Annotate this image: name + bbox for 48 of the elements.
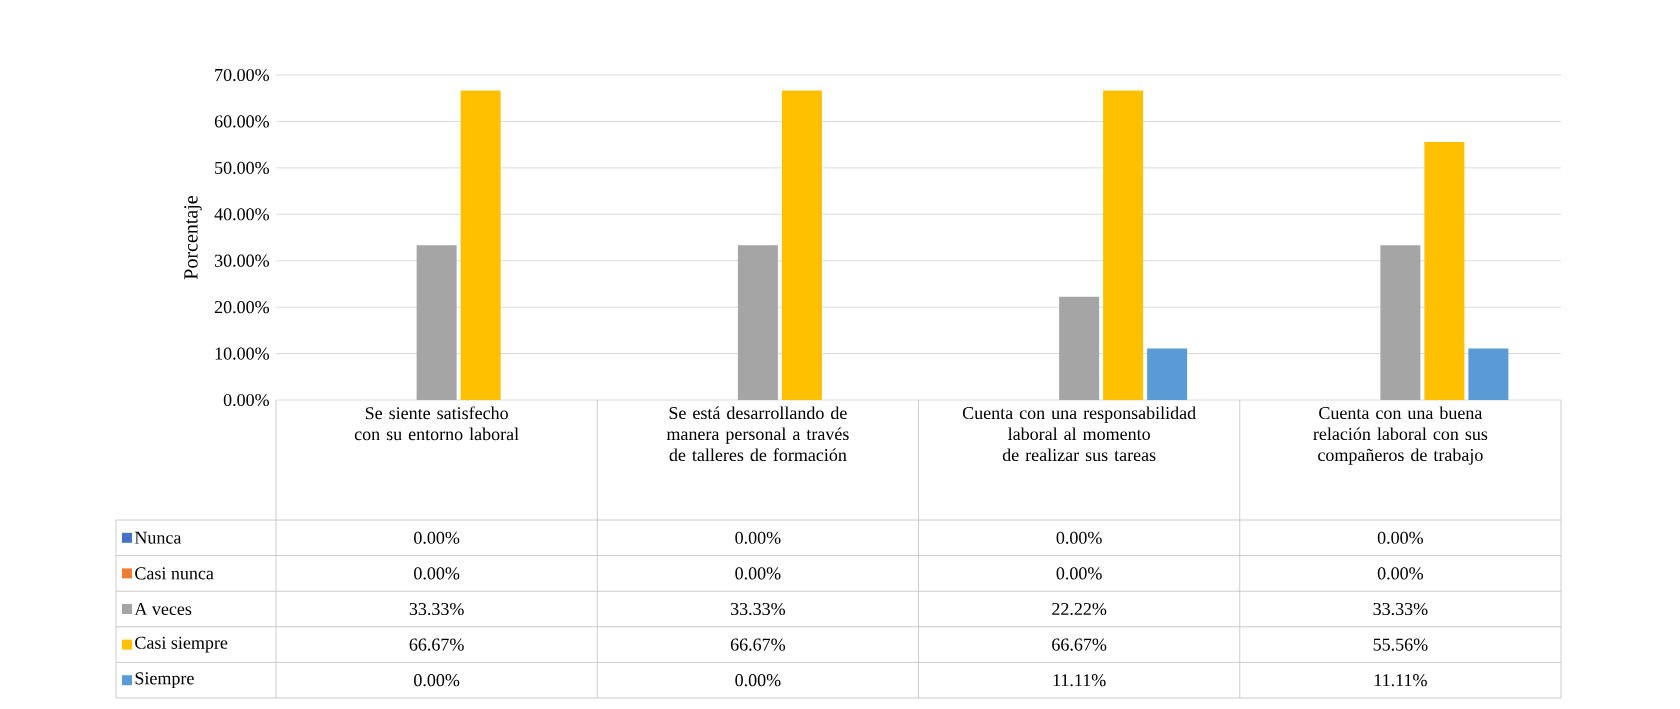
y-tick-label: 50.00% — [215, 161, 270, 174]
legend-label: Casi siempre — [135, 636, 228, 653]
data-label: 0.00% — [414, 531, 460, 544]
data-label: 66.67% — [1052, 638, 1107, 651]
data-label: 0.00% — [735, 531, 781, 544]
data-label: 0.00% — [735, 567, 781, 580]
y-tick-label: 60.00% — [214, 115, 270, 128]
data-label: 11.11% — [1374, 674, 1427, 687]
data-label: 22.22% — [1052, 602, 1107, 616]
y-axis-title: Porcentaje — [184, 195, 202, 280]
data-label: 55.56% — [1373, 638, 1428, 651]
data-label: 0.00% — [1056, 531, 1102, 544]
bar — [1147, 348, 1188, 401]
bar — [1468, 348, 1509, 401]
data-label: 0.00% — [1377, 567, 1424, 580]
legend-label: A veces — [134, 602, 192, 616]
data-label: 11.11% — [1053, 674, 1106, 687]
x-tick-label: Se siente satisfecho con su entorno laboral — [354, 406, 519, 441]
bar — [737, 245, 778, 401]
data-label: 33.33% — [409, 602, 464, 616]
data-label: 0.00% — [1056, 567, 1102, 580]
bar — [1424, 142, 1465, 401]
x-tick-label: Cuenta con una responsabilidad laboral al momento de realizar sus tareas — [962, 406, 1196, 462]
x-tick-label: Cuenta con una buena relación laboral con sus compañeros de trabajo — [1313, 406, 1488, 465]
x-tick-label: Se está desarrollando de manera personal a través de talleres de formación — [666, 406, 849, 462]
y-tick-label: 30.00% — [214, 254, 270, 267]
legend-label: Casi nunca — [135, 567, 214, 580]
y-tick-label: 0.00% — [223, 393, 270, 407]
data-label: 33.33% — [730, 602, 786, 616]
bar — [1059, 296, 1100, 401]
legend-label: Nunca — [134, 531, 182, 544]
y-tick-label: 40.00% — [214, 208, 270, 221]
bar — [460, 90, 501, 401]
y-tick-label: 20.00% — [214, 301, 270, 314]
data-label: 0.00% — [735, 674, 781, 687]
y-tick-label: 10.00% — [215, 347, 270, 360]
bar — [1380, 245, 1421, 401]
data-label: 33.33% — [1373, 602, 1428, 616]
legend-label: Siempre — [135, 672, 194, 689]
bar — [781, 90, 822, 401]
bar — [1103, 90, 1144, 401]
data-label: 0.00% — [1377, 531, 1424, 544]
y-tick-label: 70.00% — [215, 68, 270, 82]
bar — [416, 245, 457, 401]
data-label: 0.00% — [414, 567, 460, 580]
data-label: 66.67% — [409, 638, 464, 651]
data-label: 66.67% — [730, 638, 786, 651]
data-label: 0.00% — [414, 674, 460, 687]
